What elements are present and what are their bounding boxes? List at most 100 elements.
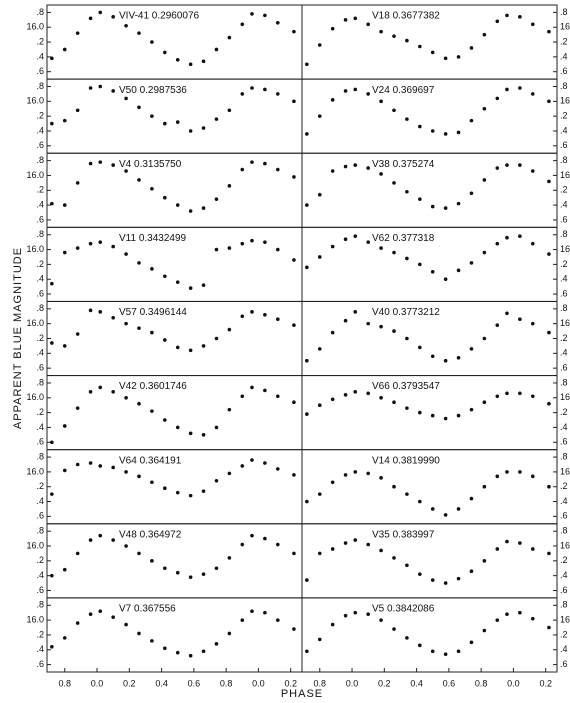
data-point xyxy=(201,126,206,130)
x-tick-label: 0.4 xyxy=(410,678,423,688)
y-tick-label: .2 xyxy=(560,333,568,343)
data-point xyxy=(111,15,115,19)
data-point xyxy=(366,22,370,27)
data-point xyxy=(366,471,370,476)
panel-title: V57 0.3496144 xyxy=(119,307,187,318)
data-point xyxy=(250,310,254,314)
data-point xyxy=(443,513,448,517)
data-point xyxy=(379,618,383,622)
data-point xyxy=(430,129,435,133)
x-tick-label: 0.6 xyxy=(443,678,456,688)
data-point xyxy=(518,86,522,90)
data-point xyxy=(392,627,396,631)
data-point xyxy=(482,106,487,111)
data-point xyxy=(88,161,93,166)
data-point xyxy=(317,637,322,642)
panel-title: V14 0.3819990 xyxy=(372,455,440,466)
data-point xyxy=(137,178,141,182)
data-point xyxy=(62,47,67,52)
y-tick-label: .8 xyxy=(560,600,568,610)
panel-title: V40 0.3773212 xyxy=(372,307,440,318)
data-point xyxy=(343,89,348,93)
y-tick-label: .2 xyxy=(560,259,568,269)
data-point xyxy=(330,98,335,102)
y-axis-label: APPARENT BLUE MAGNITUDE xyxy=(12,247,24,429)
y-tick-label: .6 xyxy=(36,66,44,76)
data-point xyxy=(150,40,154,44)
panel-title: V50 0.2987536 xyxy=(119,85,187,96)
data-point xyxy=(88,16,93,21)
x-tick-label: 0.8 xyxy=(220,678,233,688)
data-point xyxy=(330,622,335,627)
data-point xyxy=(482,628,487,633)
data-point xyxy=(482,32,487,37)
data-point xyxy=(201,59,206,64)
data-point xyxy=(201,283,206,287)
data-point xyxy=(137,631,141,636)
data-point xyxy=(62,344,67,348)
data-point xyxy=(292,627,296,631)
data-point xyxy=(530,92,535,96)
y-tick-label: 16.0 xyxy=(26,318,44,328)
panel-title: V38 0.375274 xyxy=(372,159,435,170)
data-point xyxy=(275,542,280,547)
data-point xyxy=(62,567,67,572)
data-point xyxy=(518,317,522,322)
data-point xyxy=(505,163,509,167)
y-tick-label: .4 xyxy=(560,644,568,654)
y-tick-label: 16.0 xyxy=(26,22,44,32)
data-point xyxy=(240,167,245,172)
y-tick-label: .2 xyxy=(36,36,44,46)
data-point xyxy=(214,425,219,430)
data-point xyxy=(418,124,422,129)
data-point xyxy=(443,56,448,61)
data-point xyxy=(505,13,509,18)
data-point xyxy=(305,358,309,363)
data-point xyxy=(379,29,383,34)
data-point xyxy=(392,181,396,185)
data-point xyxy=(150,409,154,413)
y-tick-label: .4 xyxy=(560,274,568,284)
data-point xyxy=(430,204,435,209)
data-point xyxy=(137,551,141,556)
data-point xyxy=(111,315,115,320)
data-point xyxy=(275,394,280,399)
data-point xyxy=(495,19,500,24)
data-point xyxy=(150,559,154,563)
data-point xyxy=(495,474,500,479)
data-point xyxy=(263,388,267,393)
data-point xyxy=(456,268,461,273)
y-tick-label: .6 xyxy=(36,363,44,373)
data-point xyxy=(456,201,461,206)
data-point xyxy=(137,31,141,35)
y-tick-label: 16.0 xyxy=(560,96,570,106)
data-point xyxy=(405,563,409,568)
x-tick-label: 0.6 xyxy=(188,678,201,688)
data-point xyxy=(201,489,206,493)
data-point xyxy=(495,166,500,170)
data-point xyxy=(175,570,180,575)
data-point xyxy=(418,499,422,504)
data-point xyxy=(379,395,383,400)
data-point xyxy=(343,613,348,618)
data-point xyxy=(275,618,280,622)
data-point xyxy=(418,410,422,415)
data-point xyxy=(405,336,409,341)
y-tick-label: .6 xyxy=(36,288,44,298)
data-point xyxy=(379,99,383,104)
panel-title: V18 0.3677382 xyxy=(372,11,440,22)
y-tick-label: .8 xyxy=(560,7,568,17)
y-tick-label: 16.0 xyxy=(560,466,570,476)
data-point xyxy=(175,490,180,495)
y-tick-label: 16.0 xyxy=(560,170,570,180)
data-point xyxy=(456,130,461,135)
data-point xyxy=(188,348,193,353)
data-point xyxy=(392,108,396,113)
data-point xyxy=(547,551,551,556)
panel-title: V5 0.3842086 xyxy=(372,604,435,615)
y-tick-label: .2 xyxy=(36,111,44,121)
y-tick-label: .6 xyxy=(560,511,568,521)
y-tick-label: .8 xyxy=(36,303,44,313)
data-point xyxy=(163,646,167,651)
data-point xyxy=(292,473,296,477)
